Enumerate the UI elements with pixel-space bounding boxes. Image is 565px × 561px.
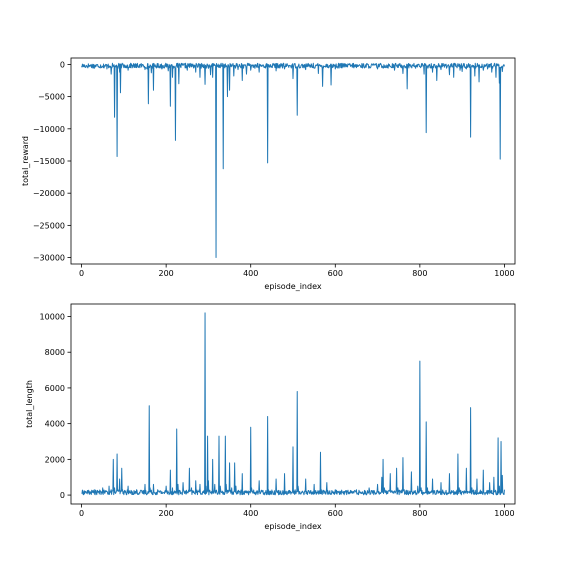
length-x-tick-label: 800 — [412, 509, 427, 518]
length-x-tick-label: 600 — [328, 509, 343, 518]
reward-subplot: 0 200 400 600 800 1000 0 −5000 −10000 −15000 −200… — [21, 57, 516, 291]
length-y-tick-label: 10000 — [40, 313, 65, 322]
length-y-axis-label: total_length — [25, 380, 34, 428]
length-series-line — [81, 312, 505, 496]
length-y-tick-label: 8000 — [45, 348, 65, 357]
length-x-tick-label: 200 — [159, 509, 174, 518]
reward-y-tick-label: −25000 — [33, 221, 65, 230]
reward-y-tick-label: −15000 — [33, 157, 65, 166]
reward-x-tick-label: 600 — [328, 269, 343, 278]
reward-y-tick-label: −10000 — [33, 125, 65, 134]
reward-x-tick-label: 400 — [243, 269, 258, 278]
length-x-ticks: 0 200 400 600 800 1000 — [79, 504, 515, 518]
reward-x-axis-label: episode_index — [264, 282, 321, 291]
length-y-tick-label: 4000 — [45, 420, 65, 429]
length-axes-frame — [70, 303, 516, 505]
reward-series-path — [81, 62, 505, 259]
length-y-ticks: 0 2000 4000 6000 8000 10000 — [40, 313, 71, 500]
reward-x-tick-label: 1000 — [494, 269, 514, 278]
length-series-path — [81, 312, 505, 496]
reward-y-tick-label: −30000 — [33, 254, 65, 263]
reward-y-tick-label: −5000 — [38, 93, 65, 102]
length-x-tick-label: 400 — [243, 509, 258, 518]
length-y-tick-label: 6000 — [45, 384, 65, 393]
reward-y-ticks: 0 −5000 −10000 −15000 −20000 −25000 −30000 — [33, 60, 71, 263]
length-y-tick-label: 2000 — [45, 455, 65, 464]
length-y-tick-label: 0 — [60, 491, 65, 500]
length-x-axis-label: episode_index — [264, 522, 321, 531]
reward-axes-frame — [70, 57, 516, 265]
reward-y-axis-label: total_reward — [21, 136, 30, 186]
reward-y-tick-label: 0 — [60, 60, 65, 69]
length-x-tick-label: 1000 — [494, 509, 514, 518]
reward-x-tick-label: 0 — [79, 269, 84, 278]
length-x-tick-label: 0 — [79, 509, 84, 518]
reward-x-tick-label: 800 — [412, 269, 427, 278]
reward-x-ticks: 0 200 400 600 800 1000 — [79, 264, 515, 278]
reward-y-tick-label: −20000 — [33, 189, 65, 198]
reward-series-line — [81, 62, 505, 259]
reward-x-tick-label: 200 — [159, 269, 174, 278]
length-subplot: 0 200 400 600 800 1000 0 2000 4000 6000 8000 10000… — [25, 303, 516, 531]
